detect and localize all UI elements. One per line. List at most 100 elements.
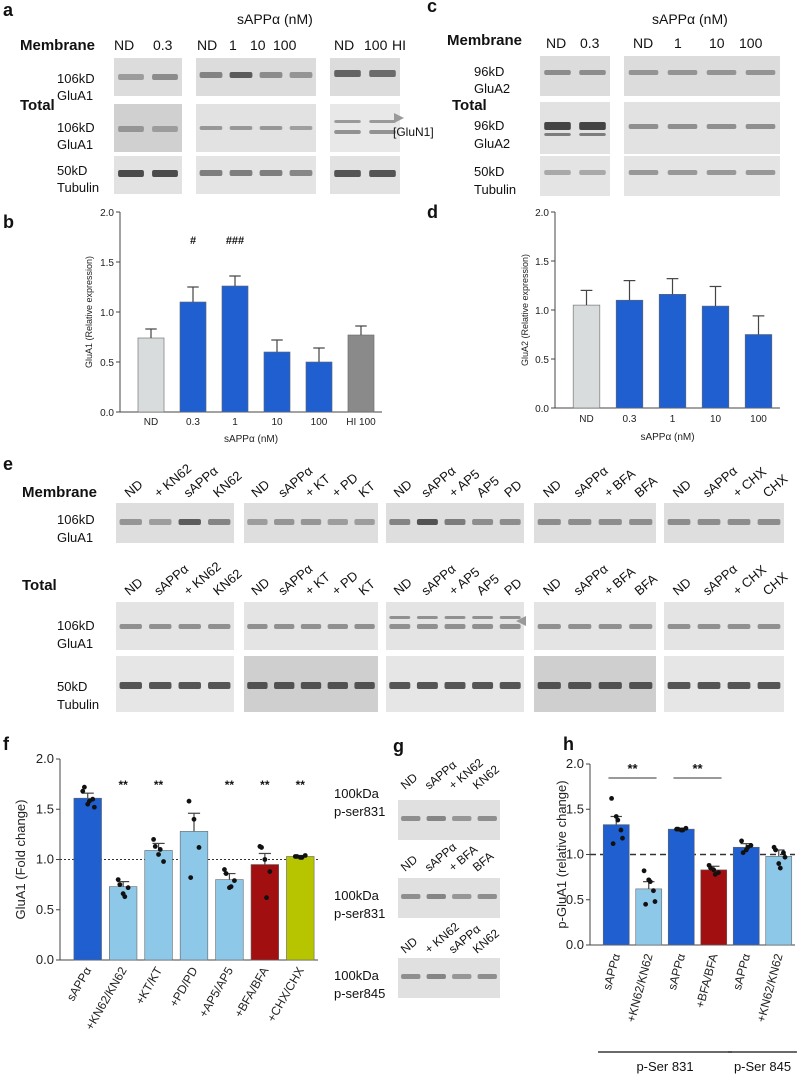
blot-band [544, 133, 571, 136]
blot-band [579, 170, 606, 175]
x-tick-label: sAPPα [730, 952, 753, 991]
data-point [652, 899, 658, 904]
blot-background [244, 503, 378, 543]
bar [602, 824, 630, 946]
chart-b: 0.0 0.5 1.0 1.5 2.0 GluA1 (Relative expressio… [84, 208, 382, 445]
blot-band [727, 519, 751, 525]
row-label: p-ser831 [334, 804, 385, 819]
bar [179, 831, 209, 961]
blot-e-membrane [244, 503, 378, 543]
data-point [294, 854, 300, 859]
blot-band [628, 170, 659, 175]
row-label: 100kDa [334, 888, 380, 903]
x-tick-label: +KT/KT [133, 964, 166, 1007]
lane-label: ND [670, 477, 694, 501]
x-tick-label: sAPPα [64, 964, 95, 1003]
blot-band [537, 519, 561, 525]
blot-band [389, 682, 411, 689]
blot-band [369, 70, 396, 77]
blot-band [274, 624, 295, 629]
bar [109, 886, 138, 961]
x-tick-label: HI 100 [346, 417, 376, 428]
lane-label: 0.3 [580, 35, 600, 51]
lane-label: 100 [273, 37, 297, 53]
blot-e-tubulin [244, 656, 378, 712]
blot-band [178, 519, 201, 525]
data-point [122, 894, 128, 900]
panel-a-header: sAPPα (nM) [237, 11, 313, 27]
blot-band [444, 519, 466, 525]
row-label: GluA1 [57, 636, 93, 651]
row-label: 50kD [57, 163, 87, 178]
blot-band [537, 624, 561, 629]
data-point [712, 872, 718, 877]
x-tick-label: 0.3 [623, 414, 637, 425]
blot-band [697, 682, 721, 689]
row-label: GluA2 [474, 136, 510, 151]
x-tick-label: +BFA/BFA [693, 952, 721, 1009]
lane-label: ND [398, 852, 421, 874]
membrane-label: Membrane [20, 37, 95, 54]
lane-label: ND [670, 575, 694, 599]
blot-e-total [534, 602, 656, 650]
blot-g [398, 958, 500, 998]
blot-band [697, 624, 721, 629]
data-point [618, 827, 624, 833]
bar [263, 351, 291, 413]
blot-band [119, 624, 142, 629]
total-label: Total [452, 97, 487, 114]
y-tick-label: 0.5 [36, 902, 54, 917]
row-label: 100kDa [334, 786, 380, 801]
y-axis-title: p-GluA1 (relative change) [554, 780, 569, 928]
bar [658, 294, 687, 409]
data-point [773, 847, 779, 853]
blot-band [544, 170, 571, 175]
blot-c-membrane-1 [540, 56, 610, 96]
blot-band [118, 74, 144, 80]
blot-band [199, 72, 223, 78]
data-point [222, 867, 227, 872]
blot-band [452, 974, 472, 979]
blot-band [452, 894, 472, 899]
blot-band [757, 624, 781, 629]
blot-e-tubulin [534, 656, 656, 712]
blot-band [199, 170, 223, 176]
data-point [264, 895, 269, 901]
blot-band [568, 682, 592, 689]
blot-band [444, 616, 466, 619]
bar [250, 864, 279, 961]
blot-a-total-3 [330, 104, 400, 152]
blot-band [579, 122, 606, 130]
blot-band [259, 126, 283, 130]
data-point [86, 798, 92, 804]
bar [615, 299, 644, 409]
panel-letter-d: d [427, 202, 438, 222]
bar [73, 797, 102, 961]
x-tick-label: 1 [232, 417, 238, 428]
blot-band [178, 682, 201, 689]
bar [635, 888, 663, 946]
blot-band [477, 974, 497, 979]
blot-e-membrane [664, 503, 784, 543]
lane-label: + CHX [730, 562, 770, 599]
lane-label: + PD [329, 470, 361, 500]
blot-a-membrane-1 [114, 58, 182, 96]
data-point [781, 850, 786, 856]
y-tick-label: 2.0 [535, 208, 549, 219]
lane-label: ND [633, 35, 653, 51]
blot-band [598, 682, 622, 689]
blot-band [472, 519, 494, 525]
glun1-label: [GluN1] [393, 125, 434, 139]
blot-band [727, 682, 751, 689]
blot-a-membrane-3 [330, 58, 400, 96]
blot-band [544, 122, 571, 130]
chart-d: 0.0 0.5 1.0 1.5 2.0 GluA2 (Relative expressio… [520, 208, 780, 443]
lane-label: ND [122, 477, 146, 501]
row-label: 106kD [57, 71, 95, 86]
y-tick-label: 0.0 [100, 408, 114, 419]
bar [144, 850, 173, 961]
panel-letter-h: h [563, 734, 574, 754]
blot-background [330, 104, 400, 152]
lane-label: 10 [250, 37, 266, 53]
blot-band [229, 126, 253, 130]
